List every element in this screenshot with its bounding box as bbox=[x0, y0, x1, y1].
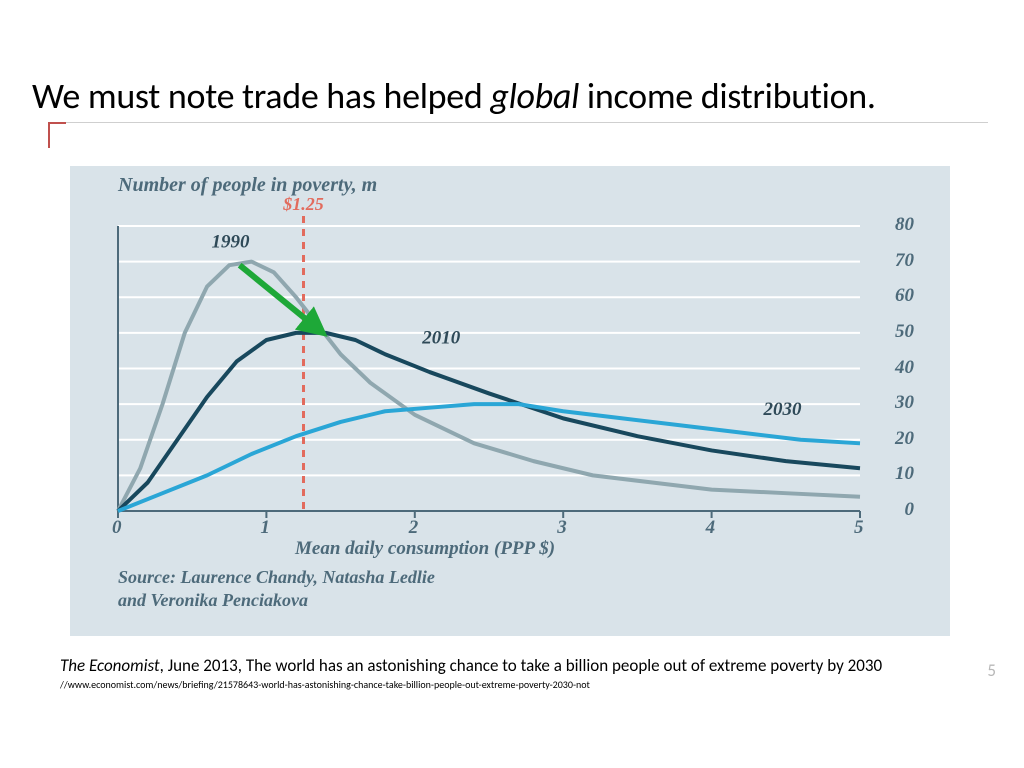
caption: The Economist, June 2013, The world has … bbox=[60, 655, 882, 676]
x-tick-label: 5 bbox=[854, 517, 864, 539]
y-tick-label: 10 bbox=[874, 463, 914, 485]
y-tick-label: 0 bbox=[874, 499, 914, 521]
series-1990 bbox=[118, 262, 860, 511]
y-tick-label: 40 bbox=[874, 357, 914, 379]
slide-title: We must note trade has helped global inc… bbox=[32, 74, 876, 118]
title-post: income distribution. bbox=[579, 74, 876, 118]
caption-source: The Economist bbox=[60, 655, 160, 676]
title-underline bbox=[48, 122, 988, 123]
title-pre: We must note trade has helped bbox=[32, 74, 490, 118]
y-tick-label: 70 bbox=[874, 250, 914, 272]
x-tick-label: 2 bbox=[409, 517, 419, 539]
svg-text:$1.25: $1.25 bbox=[282, 194, 324, 214]
svg-text:2010: 2010 bbox=[421, 328, 461, 349]
x-axis-label: Mean daily consumption (PPP $) bbox=[295, 538, 555, 560]
series-2010 bbox=[118, 333, 860, 511]
title-ital: global bbox=[490, 74, 579, 118]
x-tick-label: 4 bbox=[706, 517, 716, 539]
y-tick-label: 80 bbox=[874, 214, 914, 236]
x-tick-label: 1 bbox=[260, 517, 270, 539]
poverty-chart: Number of people in poverty, m $1.251990… bbox=[70, 166, 950, 636]
svg-text:1990: 1990 bbox=[211, 231, 250, 252]
svg-text:2030: 2030 bbox=[763, 399, 803, 420]
y-tick-label: 50 bbox=[874, 321, 914, 343]
caption-url: //www.economist.com/news/briefing/215786… bbox=[60, 678, 590, 691]
caption-rest: , June 2013, The world has an astonishin… bbox=[160, 655, 882, 676]
x-tick-label: 0 bbox=[112, 517, 122, 539]
y-tick-label: 20 bbox=[874, 428, 914, 450]
y-tick-label: 30 bbox=[874, 392, 914, 414]
y-tick-label: 60 bbox=[874, 285, 914, 307]
x-tick-label: 3 bbox=[557, 517, 567, 539]
chart-source: Source: Laurence Chandy, Natasha Ledliea… bbox=[118, 566, 435, 611]
corner-mark bbox=[48, 122, 66, 148]
page-number: 5 bbox=[987, 660, 996, 681]
